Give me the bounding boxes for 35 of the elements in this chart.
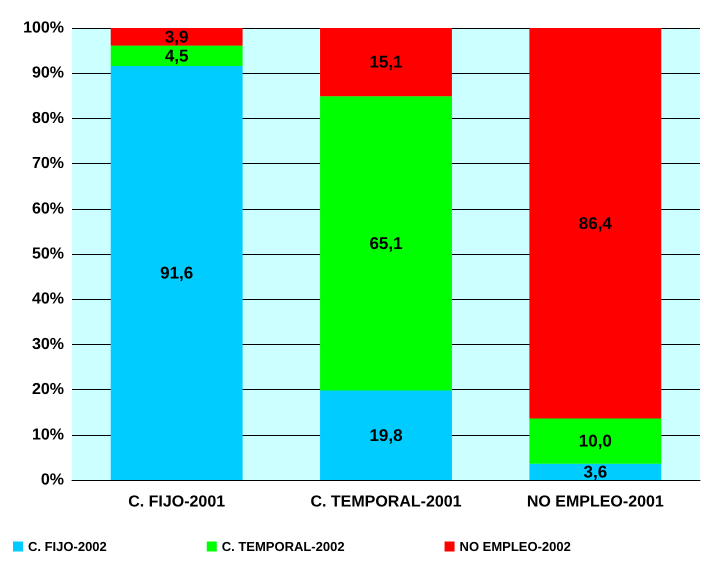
data-label: 86,4 [578,214,612,233]
y-tick-label: 0% [40,472,64,488]
legend-label: NO EMPLEO-2002 [460,539,571,554]
x-tick-label: NO EMPLEO-2001 [526,494,664,510]
bar [320,96,452,391]
y-tick-label: 60% [32,200,64,218]
data-label: 10,0 [578,432,612,451]
legend-label: C. TEMPORAL-2002 [222,539,345,554]
bar [110,66,243,480]
bar [110,46,243,66]
y-tick-label: 30% [32,336,64,353]
y-tick-label: 10% [32,426,64,444]
y-tick-label: 70% [32,155,64,172]
y-tick-label: 100% [23,20,64,36]
bar [320,28,452,96]
data-label: 3,6 [584,462,608,482]
legend-label: C. FIJO-2002 [28,539,107,554]
x-tick-label: C. TEMPORAL-2001 [310,494,462,510]
bar [320,390,452,480]
bar [529,28,662,419]
y-tick-label: 80% [32,110,64,127]
y-tick-label: 20% [32,381,64,398]
bar [110,28,243,46]
y-tick-label: 50% [32,246,64,262]
data-label: 91,6 [160,263,194,282]
data-label: 3,9 [164,27,188,46]
y-tick-label: 90% [32,64,64,82]
y-tick-label: 40% [32,290,64,308]
data-label: 15,1 [369,52,403,72]
bar [529,418,662,464]
data-label: 19,8 [369,426,403,445]
x-tick-label: C. FIJO-2001 [128,494,226,510]
data-label: 65,1 [369,234,403,253]
bar [529,464,662,480]
data-label: 4,5 [164,46,188,66]
